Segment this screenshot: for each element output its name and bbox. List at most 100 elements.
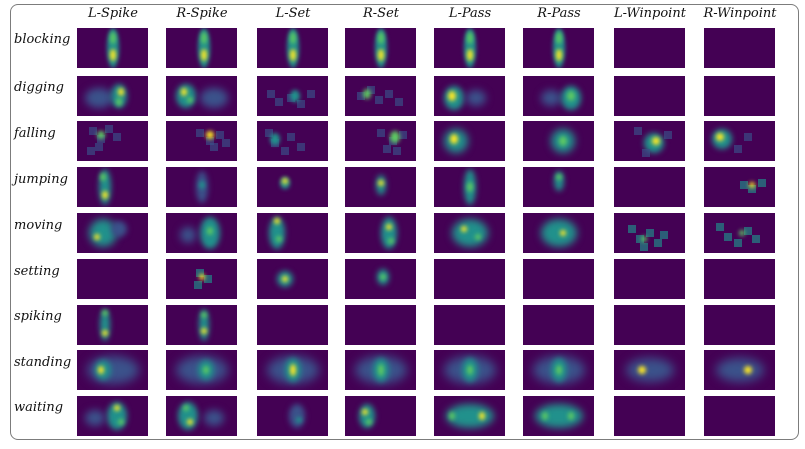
- heatmap-cell-falling-r-pass: [523, 121, 594, 161]
- heatmap-cell-digging-r-spike: [166, 76, 237, 116]
- column-header-r-pass: R-Pass: [537, 6, 581, 21]
- heat-blob: [479, 412, 485, 420]
- heat-patch: [367, 86, 375, 94]
- heat-blob: [362, 409, 368, 415]
- heat-blob: [378, 32, 384, 44]
- heat-blob: [461, 226, 467, 232]
- heat-blob: [296, 417, 302, 423]
- heatmap-cell-setting-l-winpoint: [614, 259, 685, 299]
- heatmap-cell-digging-r-pass: [523, 76, 594, 116]
- heatmap-cell-spiking-l-winpoint: [614, 305, 685, 345]
- heat-blob: [452, 219, 488, 247]
- heat-patch: [222, 139, 230, 147]
- heat-patch: [377, 129, 385, 137]
- heatmap-cell-digging-r-winpoint: [704, 76, 775, 116]
- heatmap-cell-spiking-r-spike: [166, 305, 237, 345]
- heat-patch: [113, 133, 121, 141]
- heat-blob: [541, 90, 561, 106]
- heat-patch: [744, 133, 752, 141]
- column-header-r-spike: R-Spike: [176, 6, 228, 21]
- heatmap-cell-blocking-r-spike: [166, 28, 237, 68]
- heatmap-cell-standing-l-spike: [77, 350, 148, 390]
- heatmap-cell-falling-l-set: [257, 121, 328, 161]
- heat-blob: [290, 32, 296, 44]
- figure-frame: [10, 4, 799, 440]
- row-label-jumping: jumping: [14, 172, 68, 187]
- heat-blob: [378, 180, 384, 186]
- row-label-moving: moving: [14, 218, 63, 233]
- heat-blob: [380, 274, 386, 280]
- heatmap-cell-moving-r-set: [345, 213, 416, 253]
- heat-blob: [199, 309, 209, 341]
- heat-blob: [381, 217, 397, 249]
- heat-blob: [116, 98, 122, 106]
- heat-blob: [290, 49, 296, 61]
- heatmap-cell-moving-l-pass: [434, 213, 505, 253]
- heatmap-cell-standing-r-winpoint: [704, 350, 775, 390]
- heat-patch: [654, 239, 662, 247]
- heat-blob: [206, 131, 214, 139]
- heat-patch: [664, 131, 672, 139]
- heat-blob: [176, 84, 196, 108]
- heat-patch: [393, 147, 401, 155]
- heat-patch: [640, 243, 648, 251]
- heatmap-cell-setting-r-set: [345, 259, 416, 299]
- heatmap-cell-spiking-r-winpoint: [704, 305, 775, 345]
- heatmap-cell-blocking-r-pass: [523, 28, 594, 68]
- heat-blob: [187, 97, 193, 103]
- heat-blob: [366, 419, 372, 425]
- heat-patch: [297, 143, 305, 151]
- heat-blob: [85, 88, 113, 108]
- heat-blob: [716, 133, 724, 141]
- heat-blob: [652, 137, 660, 145]
- heat-patch: [740, 181, 748, 189]
- heatmap-cell-jumping-l-winpoint: [614, 167, 685, 207]
- heat-blob: [386, 224, 392, 230]
- heatmap-cell-digging-l-pass: [434, 76, 505, 116]
- row-label-digging: digging: [14, 80, 64, 95]
- heat-blob: [448, 91, 456, 101]
- heat-blob: [466, 90, 486, 106]
- heatmap-cell-setting-l-spike: [77, 259, 148, 299]
- heat-patch: [281, 147, 289, 155]
- heat-blob: [100, 173, 106, 181]
- heatmap-cell-waiting-l-set: [257, 396, 328, 436]
- heatmap-cell-jumping-l-pass: [434, 167, 505, 207]
- heatmap-cell-blocking-l-winpoint: [614, 28, 685, 68]
- heat-blob: [467, 49, 473, 61]
- heat-patch: [297, 100, 305, 108]
- heat-patch: [752, 235, 760, 243]
- heat-blob: [744, 366, 752, 374]
- heat-blob: [567, 91, 575, 101]
- heat-blob: [102, 191, 108, 199]
- heatmap-cell-waiting-r-spike: [166, 396, 237, 436]
- heat-patch: [87, 147, 95, 155]
- heatmap-cell-blocking-l-pass: [434, 28, 505, 68]
- heat-blob: [449, 412, 455, 420]
- heat-blob: [716, 358, 764, 382]
- heat-patch: [758, 179, 766, 187]
- heat-patch: [744, 227, 752, 235]
- column-header-r-set: R-Set: [362, 6, 399, 21]
- heat-blob: [559, 136, 567, 146]
- heat-blob: [282, 276, 288, 282]
- heatmap-cell-waiting-r-pass: [523, 396, 594, 436]
- heat-blob: [378, 49, 384, 61]
- heatmap-cell-standing-l-winpoint: [614, 350, 685, 390]
- heat-patch: [206, 137, 214, 145]
- heat-blob: [100, 309, 110, 341]
- heat-blob: [276, 236, 282, 242]
- heat-blob: [556, 49, 562, 61]
- heat-blob: [114, 405, 120, 411]
- heat-blob: [541, 219, 577, 247]
- heat-blob: [274, 218, 280, 224]
- heatmap-cell-moving-l-spike: [77, 213, 148, 253]
- heatmap-cell-moving-l-set: [257, 213, 328, 253]
- column-header-l-pass: L-Pass: [448, 6, 492, 21]
- heatmap-cell-falling-r-spike: [166, 121, 237, 161]
- heat-patch: [634, 127, 642, 135]
- heat-blob: [467, 365, 473, 375]
- heat-patch: [194, 281, 202, 289]
- heatmap-cell-moving-r-winpoint: [704, 213, 775, 253]
- heat-patch: [642, 149, 650, 157]
